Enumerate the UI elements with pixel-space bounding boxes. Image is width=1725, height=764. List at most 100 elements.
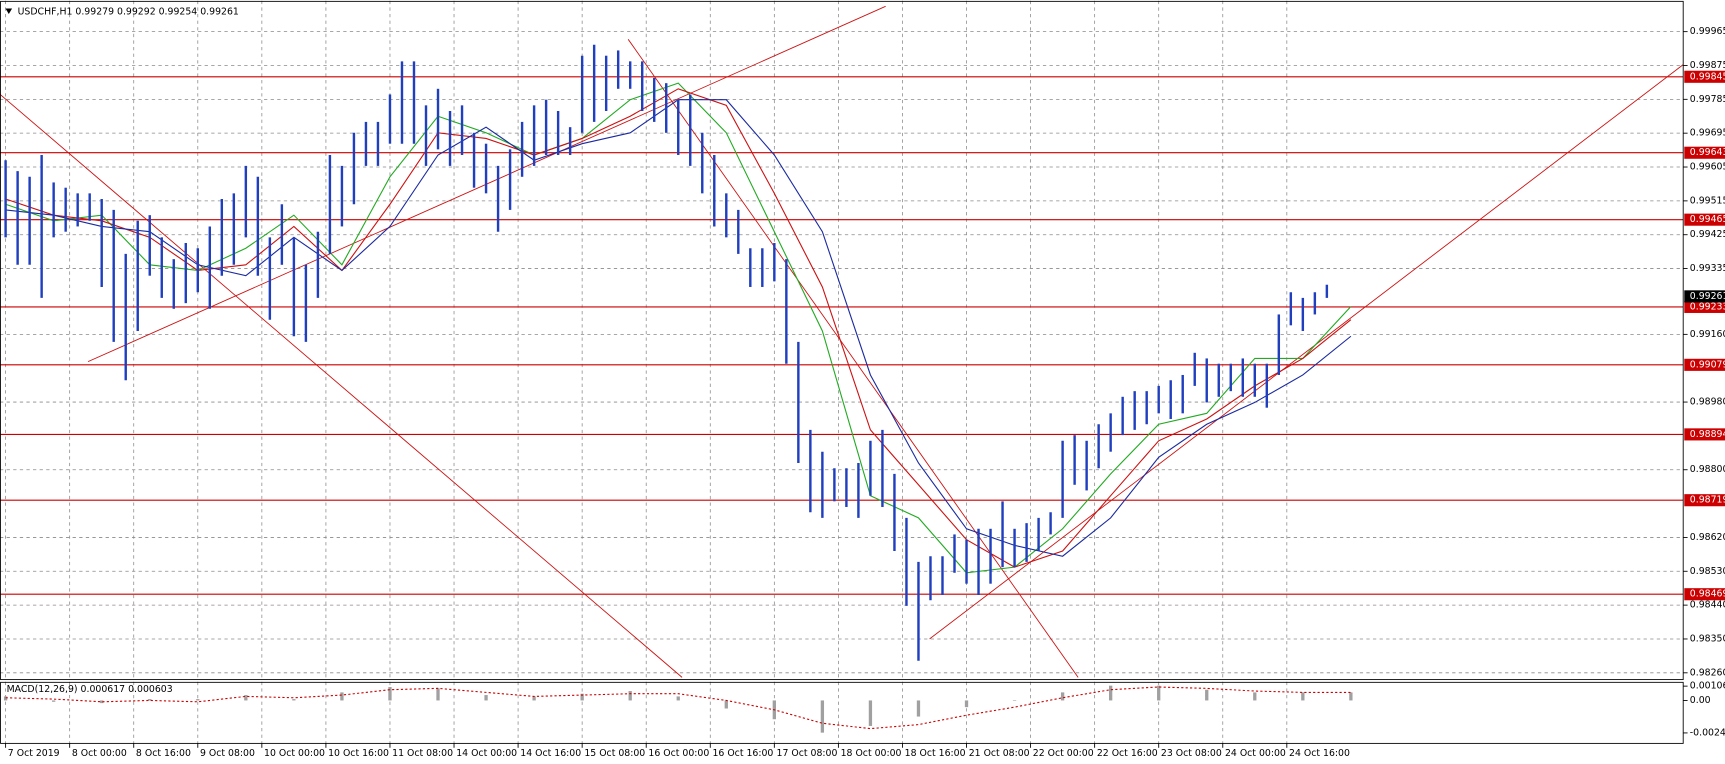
y-tick-label: 0.99160 — [1690, 329, 1725, 340]
y-tick-label: 0.99965 — [1690, 26, 1725, 37]
last-price-label: 0.99261 — [1690, 291, 1725, 302]
y2-tick-label: 0.001066 — [1690, 681, 1725, 692]
x-tick-label: 11 Oct 08:00 — [392, 748, 453, 759]
level-label-box — [1684, 358, 1725, 371]
level-label: 0.98894 — [1690, 429, 1725, 440]
macd-bar — [868, 700, 873, 726]
main-panel-border — [0, 0, 1684, 681]
y-tick-label: 0.99785 — [1690, 94, 1725, 105]
level-label-box — [1684, 494, 1725, 507]
x-tick-label: 22 Oct 00:00 — [1033, 748, 1094, 759]
x-tick-label: 9 Oct 08:00 — [200, 748, 255, 759]
macd-bar — [1301, 692, 1305, 701]
level-label: 0.98469 — [1690, 589, 1725, 600]
x-tick-label: 22 Oct 16:00 — [1097, 748, 1158, 759]
macd-bar — [628, 691, 632, 701]
macd-bar — [820, 700, 825, 733]
level-label-box — [1684, 213, 1725, 226]
macd-bar — [436, 688, 440, 701]
levels — [0, 76, 1684, 595]
indicator-label: MACD(12,26,9) 0.000617 0.000603 — [7, 684, 173, 695]
x-tick-label: 23 Oct 08:00 — [1161, 748, 1222, 759]
chart-title: USDCHF,H1 0.99279 0.99292 0.99254 0.9926… — [18, 6, 239, 17]
y2-tick-label: -0.00242 — [1690, 727, 1725, 738]
macd-bar — [340, 692, 344, 701]
x-tick-label: 17 Oct 08:00 — [777, 748, 838, 759]
macd-bar — [1205, 689, 1209, 701]
x-tick-label: 10 Oct 16:00 — [328, 748, 389, 759]
macd-bar — [676, 696, 680, 701]
level-label: 0.99465 — [1690, 214, 1725, 225]
y-tick-label: 0.98980 — [1690, 397, 1725, 408]
macd-bar — [1060, 692, 1065, 701]
level-label-box — [1684, 428, 1725, 441]
x-tick-label: 10 Oct 00:00 — [264, 748, 325, 759]
level-label: 0.99845 — [1690, 71, 1725, 82]
trend-line — [0, 93, 683, 678]
y-tick-label: 0.98530 — [1690, 566, 1725, 577]
level-label: 0.99233 — [1690, 301, 1725, 312]
x-tick-label: 14 Oct 00:00 — [456, 748, 517, 759]
macd-bar — [3, 696, 8, 701]
macd-signal — [5, 686, 1351, 730]
macd-bar — [580, 693, 584, 701]
macd-panel-border — [0, 681, 1684, 744]
x-tick-label: 14 Oct 16:00 — [520, 748, 581, 759]
y-tick-label: 0.99425 — [1690, 229, 1725, 240]
moving-average — [5, 88, 1352, 568]
level-label-box — [1684, 300, 1725, 313]
trend-line — [929, 64, 1684, 640]
y2-tick-label: 0.00 — [1690, 695, 1711, 706]
moving-average — [5, 82, 1352, 574]
level-label-box — [1684, 70, 1725, 83]
level-label: 0.99643 — [1690, 147, 1725, 158]
macd-bar — [532, 696, 536, 701]
level-label: 0.98719 — [1690, 495, 1725, 506]
macd-bar — [1253, 692, 1257, 701]
macd-bar — [196, 699, 200, 701]
x-tick-label: 8 Oct 00:00 — [72, 748, 127, 759]
y-tick-label: 0.99695 — [1690, 128, 1725, 139]
x-tick-label: 16 Oct 16:00 — [712, 748, 773, 759]
level-label-box — [1684, 588, 1725, 601]
x-tick-label: 7 Oct 2019 — [8, 748, 60, 759]
macd-bar — [1349, 692, 1353, 701]
x-tick-label: 18 Oct 00:00 — [841, 748, 902, 759]
x-tick-label: 21 Oct 08:00 — [969, 748, 1030, 759]
level-label: 0.99079 — [1690, 359, 1725, 370]
macd-bar — [148, 699, 152, 701]
macd-bar — [292, 699, 296, 701]
x-tick-label: 16 Oct 00:00 — [648, 748, 709, 759]
y-tick-label: 0.98620 — [1690, 532, 1725, 543]
menu-arrow — [5, 8, 13, 15]
x-tick-label: 24 Oct 16:00 — [1289, 748, 1350, 759]
marks — [3, 44, 1353, 733]
y-tick-label: 0.99605 — [1690, 162, 1725, 173]
macd-bar — [916, 700, 921, 717]
macd-bar — [100, 700, 104, 704]
y-tick-label: 0.98800 — [1690, 464, 1725, 475]
macd-bar — [1157, 685, 1161, 701]
x-tick-label: 15 Oct 08:00 — [584, 748, 645, 759]
y-tick-label: 0.98440 — [1690, 600, 1725, 611]
y-tick-label: 0.99875 — [1690, 60, 1725, 71]
macd-bar — [244, 695, 248, 701]
level-label-box — [1684, 146, 1725, 159]
macd-bar — [1012, 700, 1017, 701]
macd-bar — [388, 687, 392, 701]
x-tick-label: 8 Oct 16:00 — [136, 748, 191, 759]
macd-bar — [1109, 685, 1113, 701]
macd-bar — [484, 695, 488, 701]
macd-bar — [964, 700, 969, 708]
x-tick-label: 18 Oct 16:00 — [905, 748, 966, 759]
y-tick-label: 0.98350 — [1690, 633, 1725, 644]
y-tick-label: 0.99515 — [1690, 195, 1725, 206]
macd-bar — [52, 700, 56, 702]
y-tick-label: 0.98260 — [1690, 667, 1725, 678]
last-price-box — [1684, 290, 1725, 303]
x-tick-label: 24 Oct 00:00 — [1225, 748, 1286, 759]
